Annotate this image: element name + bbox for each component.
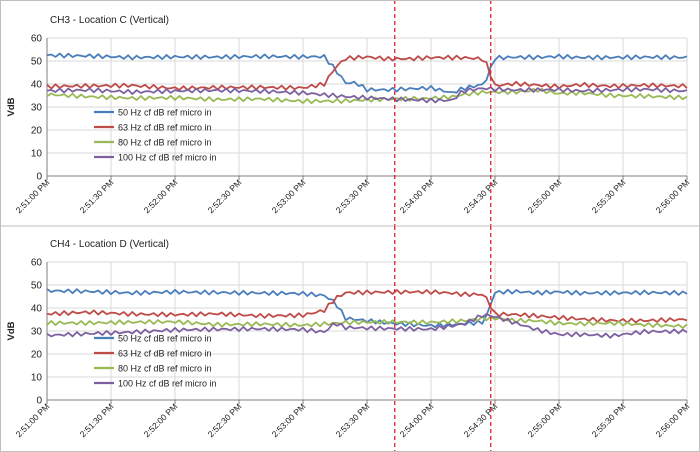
x-tick-label: 2:53:00 PM — [270, 177, 308, 215]
y-tick-label: 20 — [31, 350, 43, 361]
legend-label: 80 Hz cf dB ref micro in — [118, 364, 212, 374]
x-tick-label: 2:54:00 PM — [398, 401, 436, 439]
legend-label: 50 Hz cf dB ref micro in — [118, 334, 212, 344]
x-tick-label: 2:54:30 PM — [462, 401, 500, 439]
chart-title: CH3 - Location C (Vertical) — [50, 15, 169, 26]
x-tick-label: 2:51:00 PM — [14, 177, 52, 215]
legend-label: 80 Hz cf dB ref micro in — [118, 138, 212, 148]
x-tick-label: 2:56:00 PM — [654, 401, 692, 439]
x-tick-label: 2:54:30 PM — [462, 177, 500, 215]
y-tick-label: 60 — [31, 34, 43, 45]
y-tick-label: 50 — [31, 281, 43, 292]
x-tick-label: 2:52:30 PM — [206, 401, 244, 439]
x-tick-label: 2:54:00 PM — [398, 177, 436, 215]
x-tick-label: 2:53:30 PM — [334, 401, 372, 439]
y-tick-label: 0 — [36, 172, 42, 183]
y-axis-label: VdB — [6, 321, 17, 340]
y-tick-label: 60 — [31, 258, 43, 269]
y-tick-label: 50 — [31, 57, 43, 68]
y-axis-label: VdB — [6, 97, 17, 116]
x-tick-label: 2:52:30 PM — [206, 177, 244, 215]
y-tick-label: 10 — [31, 373, 43, 384]
x-tick-label: 2:55:30 PM — [590, 177, 628, 215]
x-tick-label: 2:52:00 PM — [142, 177, 180, 215]
y-tick-label: 40 — [31, 304, 43, 315]
series-line — [46, 313, 688, 339]
chart-title: CH4 - Location D (Vertical) — [50, 239, 169, 250]
x-tick-label: 2:53:00 PM — [270, 401, 308, 439]
legend-label: 100 Hz cf dB ref micro in — [118, 379, 217, 389]
x-tick-label: 2:52:00 PM — [142, 401, 180, 439]
legend-label: 100 Hz cf dB ref micro in — [118, 153, 217, 163]
y-tick-label: 10 — [31, 149, 43, 160]
legend-label: 50 Hz cf dB ref micro in — [118, 108, 212, 118]
y-tick-label: 40 — [31, 80, 43, 91]
chart-panel-ch4: CH4 - Location D (Vertical) 0 10 20 30 40 50 60… — [6, 226, 691, 452]
legend-label: 63 Hz cf dB ref micro in — [118, 349, 212, 359]
series-line — [46, 54, 688, 92]
series-line — [46, 86, 688, 104]
x-tick-label: 2:55:00 PM — [526, 177, 564, 215]
legend-label: 63 Hz cf dB ref micro in — [118, 123, 212, 133]
x-tick-label: 2:51:00 PM — [14, 401, 52, 439]
chart-panel-ch3: CH3 - Location C (Vertical) 0 10 20 30 40 50 60… — [6, 0, 691, 226]
x-tick-label: 2:53:30 PM — [334, 177, 372, 215]
x-tick-label: 2:51:30 PM — [78, 401, 116, 439]
y-tick-label: 0 — [36, 396, 42, 407]
x-tick-label: 2:51:30 PM — [78, 177, 116, 215]
y-tick-label: 30 — [31, 103, 43, 114]
x-tick-label: 2:55:00 PM — [526, 401, 564, 439]
series-line — [46, 289, 688, 324]
series-line — [46, 52, 688, 94]
x-tick-label: 2:56:00 PM — [654, 177, 692, 215]
y-tick-label: 30 — [31, 327, 43, 338]
y-tick-label: 20 — [31, 126, 43, 137]
x-tick-label: 2:55:30 PM — [590, 401, 628, 439]
series-line — [46, 315, 688, 330]
